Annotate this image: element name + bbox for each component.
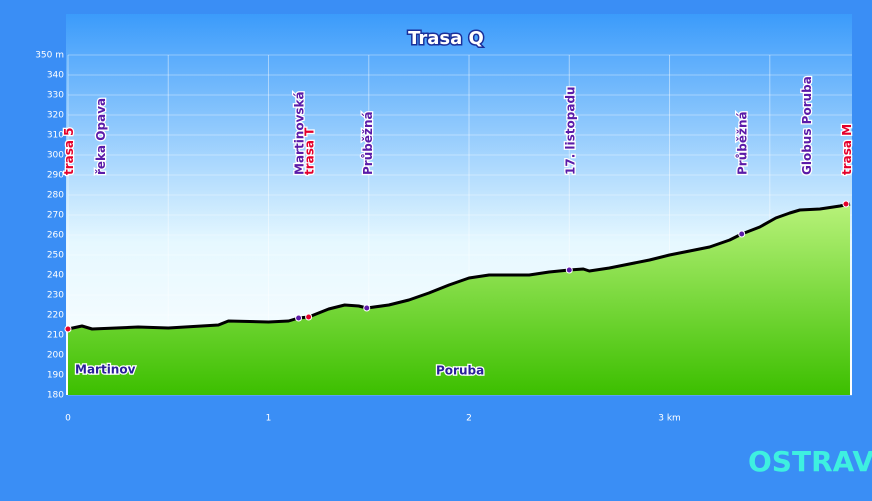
y-tick-label: 270 — [47, 211, 64, 221]
stop-marker — [565, 266, 573, 274]
y-tick-label: 240 — [47, 271, 64, 281]
y-tick-label: 290 — [47, 171, 64, 181]
y-tick-label: 200 — [47, 351, 64, 361]
y-tick-label: 310 — [47, 131, 64, 141]
logo: OSTRAVA!!! — [748, 445, 872, 478]
y-tick-label: 300 — [47, 151, 64, 161]
x-tick-label: 3 km — [658, 414, 681, 424]
y-tick-label: 330 — [47, 91, 64, 101]
area-label: Poruba — [436, 364, 484, 378]
y-tick-label: 320 — [47, 111, 64, 121]
x-tick-label: 2 — [466, 414, 472, 424]
stop-label: řeka Opava — [94, 98, 108, 175]
logo-text: OSTRAVA — [748, 445, 872, 478]
stop-marker — [305, 313, 313, 321]
area-label: Martinov — [75, 363, 136, 377]
stop-label: Průběžná — [736, 111, 750, 175]
y-tick-label: 220 — [47, 311, 64, 321]
stop-label: Průběžná — [361, 111, 375, 175]
profile-line — [67, 202, 851, 331]
y-tick-label: 230 — [47, 291, 64, 301]
y-tick-label: 190 — [47, 371, 64, 381]
stop-marker — [842, 200, 850, 208]
stop-label: trasa 5 — [62, 127, 76, 175]
stop-label: Martinovská — [293, 91, 307, 175]
stop-marker — [64, 325, 72, 333]
y-tick-label: 280 — [47, 191, 64, 201]
y-tick-label: 340 — [47, 71, 64, 81]
stop-label: Globus Poruba — [800, 76, 814, 175]
x-tick-label: 0 — [65, 414, 71, 424]
stop-marker — [295, 314, 303, 322]
stop-label: trasa T — [303, 127, 317, 175]
y-tick-label: 210 — [47, 331, 64, 341]
chart-title: Trasa Q — [408, 28, 484, 49]
x-tick-label: 1 — [266, 414, 272, 424]
stop-label: 17. listopadu — [563, 86, 577, 175]
y-tick-label: 250 — [47, 251, 64, 261]
y-tick-label: 180 — [47, 391, 64, 401]
stop-label: trasa M — [840, 124, 854, 175]
stop-marker — [738, 230, 746, 238]
y-tick-label: 350 m — [35, 51, 64, 61]
area — [68, 204, 850, 395]
y-tick-label: 260 — [47, 231, 64, 241]
stop-marker — [363, 304, 371, 312]
